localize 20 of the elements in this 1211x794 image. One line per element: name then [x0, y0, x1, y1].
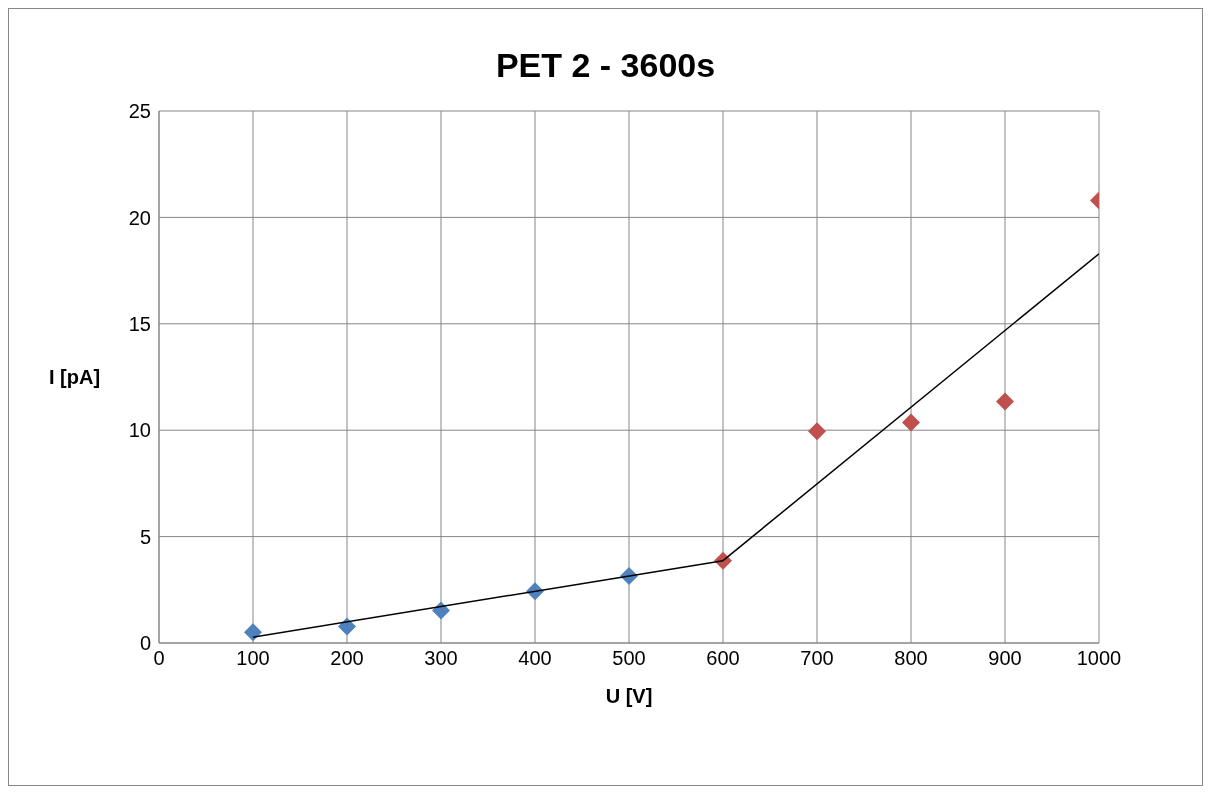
y-tick-label: 10	[128, 419, 151, 442]
x-tick-label: 400	[518, 647, 552, 670]
x-tick-label: 100	[236, 647, 270, 670]
x-tick-label: 800	[894, 647, 928, 670]
chart-title: PET 2 - 3600s	[494, 45, 717, 84]
x-tick-label: 0	[153, 647, 165, 670]
y-tick-label: 20	[128, 206, 151, 229]
y-tick-label: 25	[128, 100, 151, 123]
y-tick-label: 15	[128, 312, 151, 335]
x-tick-label: 900	[988, 647, 1022, 670]
y-tick-label: 5	[139, 525, 151, 548]
x-tick-label: 200	[330, 647, 364, 670]
x-tick-label: 1000	[1076, 647, 1122, 670]
x-tick-label: 300	[424, 647, 458, 670]
x-tick-label: 600	[706, 647, 740, 670]
x-tick-label: 700	[800, 647, 834, 670]
y-axis-title: I [pA]	[49, 366, 101, 389]
x-tick-label: 500	[612, 647, 646, 670]
y-tick-label: 0	[139, 632, 151, 655]
x-axis-title: U [V]	[605, 685, 653, 707]
